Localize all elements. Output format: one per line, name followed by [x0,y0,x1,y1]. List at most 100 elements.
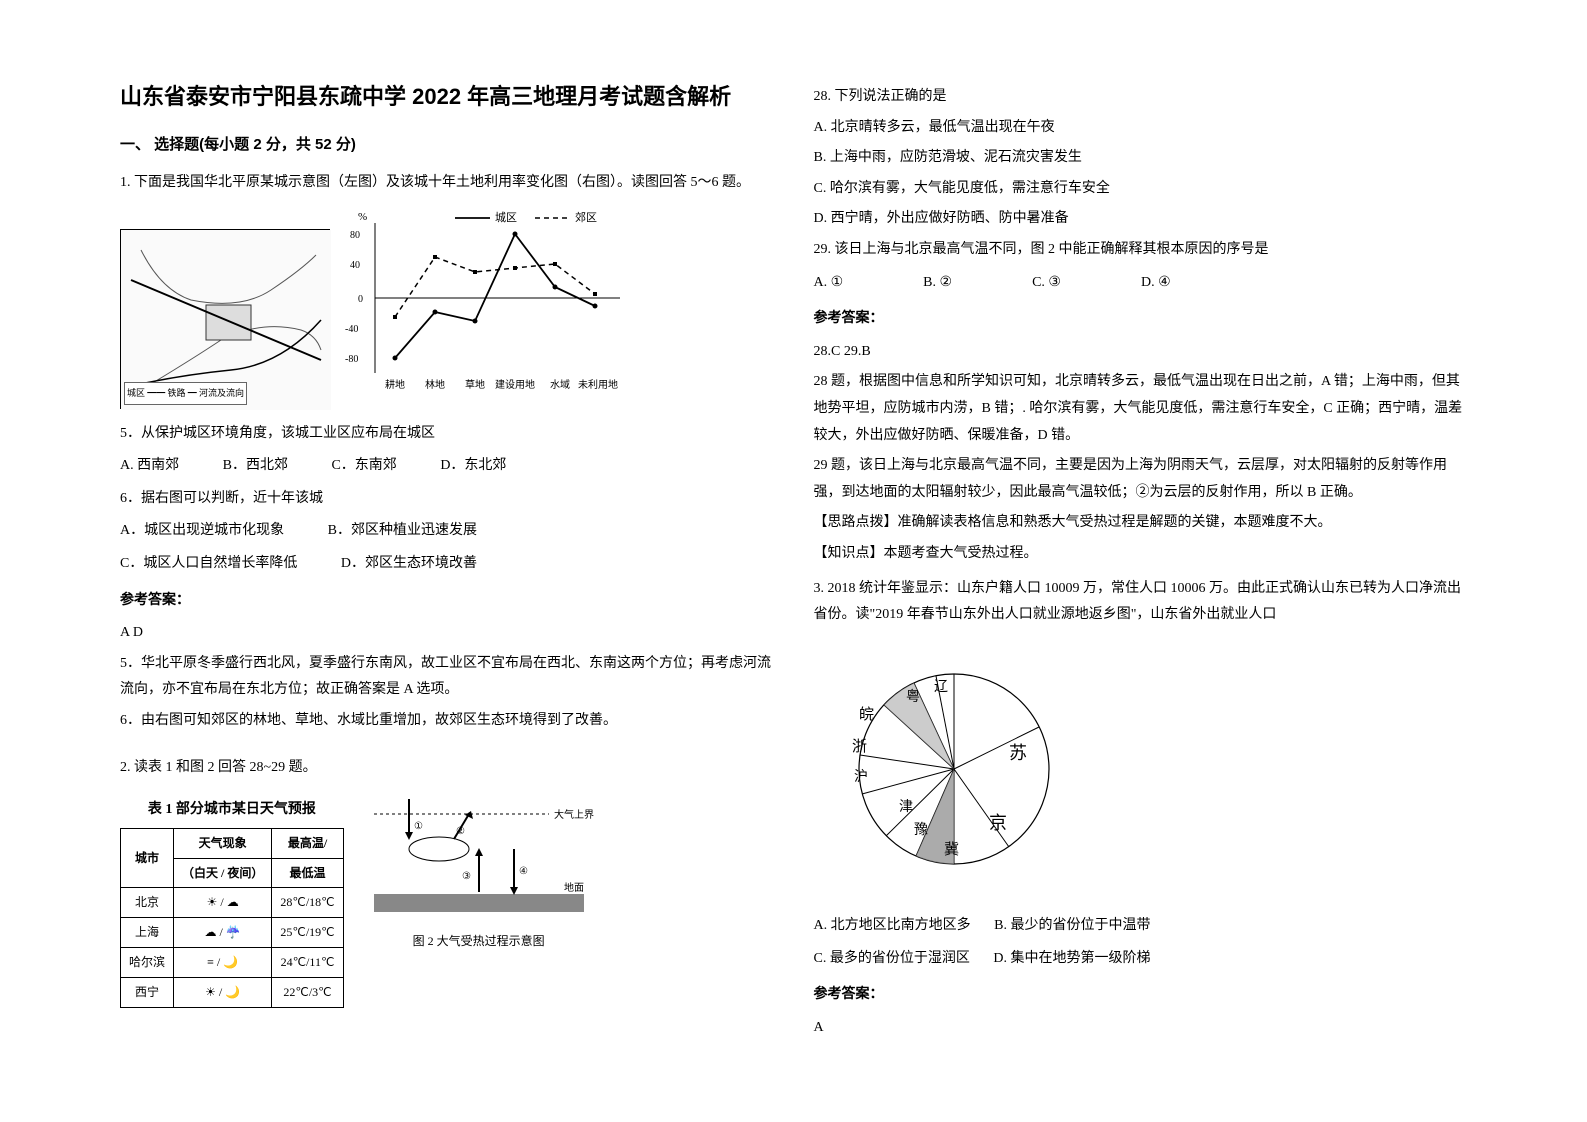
q1-prompt: 1. 下面是我国华北平原某城示意图（左图）及该城十年土地利用率变化图（右图）。读… [120,170,773,197]
legend-suburb: 郊区 [575,211,597,224]
q1-answer-label: 参考答案： [120,586,773,613]
th-temp-bot: 最低温 [272,858,343,888]
series-urban [395,234,595,358]
atmosphere-diagram-wrap: 大气上界 地面 ① ② ③ ④ 图 2 大气受热过程示意图 [364,789,594,952]
r3c2: 22℃/3℃ [272,977,343,1007]
q1-sub6-choices2: C．城区人口自然增长率降低 D．郊区生态环境改善 [120,551,773,578]
city-map-diagram: 城区 ━━ 铁路 ━ 河流及流向 [120,229,330,409]
svg-text:耕地: 耕地 [385,378,405,391]
q2-hint: 【思路点拨】准确解读表格信息和熟悉大气受热过程是解题的关键，本题难度不大。 [814,510,1468,537]
th-daynight: （白天 / 夜间） [174,858,272,888]
q2-29D: D. ④ [1141,270,1171,297]
fig2-caption: 图 2 大气受热过程示意图 [364,930,594,953]
q2-exp29: 29 题，该日上海与北京最高气温不同，主要是因为上海为阴雨天气，云层厚，对太阳辐… [814,453,1468,506]
atmos-top: 大气上界 [554,808,594,821]
ytick-40: 40 [350,260,360,271]
atmos-n1: ① [414,821,423,832]
q3-choices-row2: C. 最多的省份位于湿润区 D. 集中在地势第一级阶梯 [814,946,1468,973]
q1-6B: B．郊区种植业迅速发展 [328,518,477,545]
q3-prompt: 3. 2018 统计年鉴显示：山东户籍人口 10009 万，常住人口 10006… [814,576,1468,629]
q1-sub5-choices: A. 西南郊 B．西北郊 C．东南郊 D．东北郊 [120,453,773,480]
r1c0: 上海 [121,918,174,948]
atmos-n4: ④ [519,866,528,877]
ytick-0: 0 [358,294,363,305]
q2-figures: 表 1 部分城市某日天气预报 城市 天气现象 最高温/ （白天 / 夜间） 最低… [120,789,773,1011]
q1-answer: A D [120,620,773,647]
document-title: 山东省泰安市宁阳县东疏中学 2022 年高三地理月考试题含解析 [120,80,773,113]
q1-5A: A. 西南郊 [120,453,179,480]
q1-5C: C．东南郊 [331,453,396,480]
series-suburb [395,257,595,317]
slice-zhe: 浙 [852,738,867,755]
q2-answer-label: 参考答案： [814,304,1468,331]
svg-text:林地: 林地 [425,378,445,391]
q1-sub6-choices1: A．城区出现逆城市化现象 B．郊区种植业迅速发展 [120,518,773,545]
q3-B: B. 最少的省份位于中温带 [994,913,1150,940]
q2-sub29: 29. 该日上海与北京最高气温不同，图 2 中能正确解释其根本原因的序号是 [814,237,1468,264]
th-temp-top: 最高温/ [272,828,343,858]
weather-table: 城市 天气现象 最高温/ （白天 / 夜间） 最低温 北京☀ / ☁28℃/18… [120,828,344,1008]
line-chart-container: % 80 40 0 -40 -80 城区 郊区 耕地 [340,208,630,409]
q2-29C: C. ③ [1032,270,1061,297]
q2-exp28: 28 题，根据图中信息和所学知识可知，北京晴转多云，最低气温出现在日出之前，A … [814,369,1468,449]
slice-jin: 津 [899,799,913,815]
q1-sub5: 5．从保护城区环境角度，该城工业区应布局在城区 [120,421,773,448]
left-column: 山东省泰安市宁阳县东疏中学 2022 年高三地理月考试题含解析 一、 选择题(每… [100,80,794,1082]
q1-5B: B．西北郊 [223,453,288,480]
atmos-n3: ③ [462,871,471,882]
q1-5D: D．东北郊 [440,453,506,480]
th-city: 城市 [121,828,174,888]
r3c0: 西宁 [121,977,174,1007]
legend-urban: 城区 [495,211,517,224]
q2-sub28: 28. 下列说法正确的是 [814,84,1468,111]
ytick-80: 80 [350,230,360,241]
q2-knowledge: 【知识点】本题考查大气受热过程。 [814,541,1468,568]
ytick-n40: -40 [345,324,358,335]
slice-hu: 沪 [854,769,868,785]
r1c2: 25℃/19℃ [272,918,343,948]
svg-text:未利用地: 未利用地 [578,378,618,391]
q2-28B: B. 上海中雨，应防范滑坡、泥石流灾害发生 [814,145,1468,172]
q3-answer: A [814,1015,1468,1042]
slice-ji: 冀 [944,841,959,858]
slice-liao: 辽 [934,679,948,695]
table1-title: 表 1 部分城市某日天气预报 [120,797,344,824]
q2-prompt: 2. 读表 1 和图 2 回答 28~29 题。 [120,755,773,782]
q2-29-choices: A. ① B. ② C. ③ D. ④ [814,270,1468,297]
slice-wan: 皖 [859,706,874,723]
svg-text:草地: 草地 [465,378,485,391]
r1c1: ☁ / ☔ [174,918,272,948]
q3-choices-row1: A. 北方地区比南方地区多 B. 最少的省份位于中温带 [814,913,1468,940]
r2c1: ≡ / 🌙 [174,948,272,978]
q3-C: C. 最多的省份位于湿润区 [814,946,970,973]
q2-28C: C. 哈尔滨有雾，大气能见度低，需注意行车安全 [814,176,1468,203]
q2-29B: B. ② [923,270,952,297]
q2-answer: 28.C 29.B [814,339,1468,366]
q1-exp5: 5．华北平原冬季盛行西北风，夏季盛行东南风，故工业区不宜布局在西北、东南这两个方… [120,651,773,704]
q1-sub6: 6．据右图可以判断，近十年该城 [120,486,773,513]
right-column: 28. 下列说法正确的是 A. 北京晴转多云，最低气温出现在午夜 B. 上海中雨… [794,80,1488,1082]
svg-text:建设用地: 建设用地 [495,378,535,391]
atmos-bottom: 地面 [564,881,584,894]
y-axis-label: % [358,211,367,223]
land-use-chart: % 80 40 0 -40 -80 城区 郊区 耕地 [340,208,630,398]
q2-28A: A. 北京晴转多云，最低气温出现在午夜 [814,115,1468,142]
r0c0: 北京 [121,888,174,918]
q1-exp6: 6．由右图可知郊区的林地、草地、水域比重增加，故郊区生态环境得到了改善。 [120,708,773,735]
r0c2: 28℃/18℃ [272,888,343,918]
atmosphere-diagram: 大气上界 地面 ① ② ③ ④ [364,789,594,919]
r0c1: ☀ / ☁ [174,888,272,918]
q3-A: A. 北方地区比南方地区多 [814,913,971,940]
slice-jing: 京 [989,813,1007,833]
r2c0: 哈尔滨 [121,948,174,978]
q3-pie-chart: 苏 京 冀 豫 津 沪 浙 皖 粤 辽 [814,641,1468,902]
r3c1: ☀ / 🌙 [174,977,272,1007]
q1-6D: D．郊区生态环境改善 [341,551,477,578]
th-weather: 天气现象 [174,828,272,858]
q3-answer-label: 参考答案： [814,980,1468,1007]
slice-yue: 粤 [906,689,920,705]
map-legend: 城区 ━━ 铁路 ━ 河流及流向 [124,382,247,405]
pie-svg: 苏 京 冀 豫 津 沪 浙 皖 粤 辽 [814,641,1094,891]
q1-figures: 城区 ━━ 铁路 ━ 河流及流向 % 80 40 0 -40 -80 城区 [120,208,773,409]
atmos-n2: ② [456,826,465,837]
